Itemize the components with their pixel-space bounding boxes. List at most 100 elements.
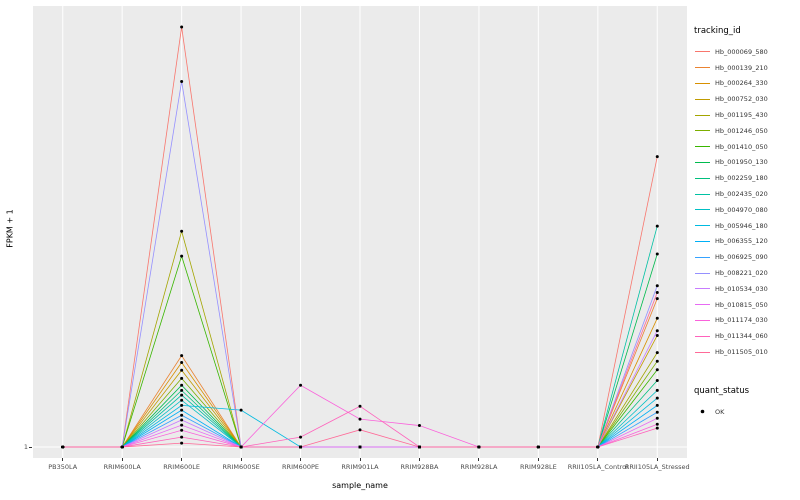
legend-item: Hb_001950_130 (694, 155, 800, 171)
data-point (180, 408, 184, 412)
data-point (61, 445, 65, 449)
legend-line-key-icon (695, 161, 710, 163)
legend-item: Hb_006355_120 (694, 234, 800, 250)
data-point (239, 445, 243, 449)
legend-line-key-icon (695, 67, 710, 69)
legend-item: Hb_001246_050 (694, 123, 800, 139)
legend-item: Hb_000069_580 (694, 44, 800, 60)
data-point (655, 284, 659, 288)
plot-panel (33, 6, 687, 458)
data-point (180, 428, 184, 432)
legend-title-quant-status: quant_status (694, 385, 750, 396)
data-point (417, 424, 421, 428)
legend-item-label: Hb_006355_120 (715, 237, 768, 246)
legend-item-label: Hb_011174_030 (715, 316, 768, 325)
legend-tracking-list: Hb_000069_580 Hb_000139_210 Hb_000264_330 H… (694, 44, 800, 360)
x-tick-mark (597, 458, 599, 461)
x-tick-label: RRIM600LE (163, 463, 200, 471)
x-tick-mark (300, 458, 302, 461)
data-point (180, 360, 184, 364)
legend-line-key-icon (695, 130, 710, 132)
data-point (180, 388, 184, 392)
data-point (180, 423, 184, 427)
data-point (180, 418, 184, 422)
legend-item-quant: OK (694, 404, 800, 420)
data-point (655, 224, 659, 228)
legend-line-key-icon (695, 193, 710, 195)
legend-item: Hb_011344_060 (694, 328, 800, 344)
data-point (180, 354, 184, 358)
legend-item-label: Hb_001410_050 (715, 142, 768, 151)
plot-area-svg (33, 6, 687, 458)
legend-line-key-icon (695, 240, 710, 242)
data-point (655, 388, 659, 392)
data-point (180, 376, 184, 380)
data-point (180, 393, 184, 397)
x-tick-mark (478, 458, 480, 461)
x-tick-label: RRIM600PE (282, 463, 320, 471)
data-point (477, 445, 481, 449)
data-point (180, 368, 184, 372)
x-tick-label: PB350LA (48, 463, 78, 471)
x-tick-mark (359, 458, 361, 461)
x-tick-label: RRIM600LA (103, 463, 141, 471)
y-axis-title: FPKM + 1 (5, 209, 15, 248)
x-tick-mark (62, 458, 64, 461)
legend-item-label: Hb_011505_010 (715, 348, 768, 357)
legend-line-key-icon (695, 256, 710, 258)
legend-item: Hb_008221_020 (694, 265, 800, 281)
data-point (655, 426, 659, 430)
data-point (180, 383, 184, 387)
data-point (180, 441, 184, 445)
data-point (417, 445, 421, 449)
legend-line-key-icon (695, 98, 710, 100)
data-point (180, 229, 184, 233)
data-point (655, 359, 659, 363)
legend-item: Hb_000752_030 (694, 91, 800, 107)
legend-item-label: Hb_008221_020 (715, 269, 768, 278)
legend-line-key-icon (695, 51, 710, 53)
data-point (655, 291, 659, 295)
legend-item-label: OK (715, 407, 725, 416)
legend-line-key-icon (695, 146, 710, 148)
legend-line-key-icon (695, 177, 710, 179)
legend-item: Hb_010815_050 (694, 297, 800, 313)
legend-item-label: Hb_001246_050 (715, 126, 768, 135)
legend-item: Hb_001195_430 (694, 107, 800, 123)
legend-item-label: Hb_000752_030 (715, 95, 768, 104)
legend-item: Hb_004970_080 (694, 202, 800, 218)
legend-item-label: Hb_002435_020 (715, 190, 768, 199)
legend-item: Hb_000264_330 (694, 76, 800, 92)
x-tick-label: RRIM600SE (222, 463, 260, 471)
legend-item: Hb_011174_030 (694, 313, 800, 329)
data-point (536, 445, 540, 449)
legend-item-label: Hb_005946_180 (715, 221, 768, 230)
data-point (358, 445, 362, 449)
legend-line-key-icon (695, 272, 710, 274)
data-point (299, 383, 303, 387)
data-point (655, 329, 659, 333)
legend-item: Hb_002259_180 (694, 170, 800, 186)
legend-line-key-icon (695, 209, 710, 211)
x-tick-mark (656, 458, 658, 461)
data-point (180, 435, 184, 439)
legend-line-key-icon (695, 304, 710, 306)
legend-item-label: Hb_010815_050 (715, 300, 768, 309)
legend-item: Hb_005946_180 (694, 218, 800, 234)
x-tick-label: RRIM928BA (400, 463, 439, 471)
data-point (655, 422, 659, 426)
data-point (655, 316, 659, 320)
data-point (358, 428, 362, 432)
legend-item-label: Hb_000264_330 (715, 79, 768, 88)
data-point (299, 445, 303, 449)
x-tick-label: RRIM928LA (460, 463, 498, 471)
data-point (239, 408, 243, 412)
data-point (655, 379, 659, 383)
data-point (358, 404, 362, 408)
legend-item-label: Hb_000069_580 (715, 47, 768, 56)
x-tick-label: RRII105LA_Stressed (624, 463, 690, 471)
data-point (358, 417, 362, 421)
legend-item: Hb_006925_090 (694, 249, 800, 265)
legend-item: Hb_002435_020 (694, 186, 800, 202)
